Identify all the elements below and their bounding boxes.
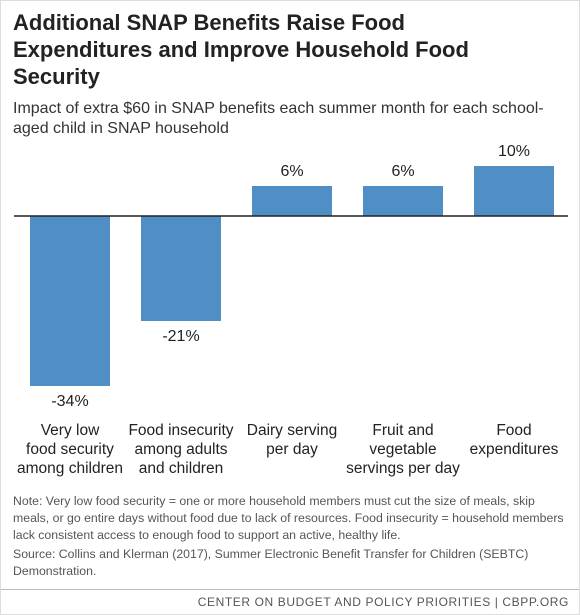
- source: Source: Collins and Klerman (2017), Summ…: [13, 547, 529, 578]
- bar: [141, 216, 221, 321]
- value-label: -21%: [162, 328, 199, 345]
- bar: [30, 216, 110, 386]
- value-label: -34%: [51, 393, 88, 410]
- footer-rule: [1, 589, 579, 590]
- bar: [252, 186, 332, 216]
- bar: [363, 186, 443, 216]
- value-label: 6%: [280, 163, 303, 180]
- x-tick-label: Dairy serving per day: [246, 422, 338, 458]
- x-tick-label: Food insecurity among adults and childre…: [128, 422, 234, 477]
- x-tick-label: Very low food security among children: [17, 422, 123, 477]
- chart-subtitle: Impact of extra $60 in SNAP benefits eac…: [13, 100, 544, 137]
- bar: [474, 166, 554, 216]
- chart-title: Additional SNAP Benefits Raise Food Expe…: [13, 10, 469, 89]
- x-tick-label: Fruit and vegetable servings per day: [346, 422, 460, 477]
- x-tick-label: Food expenditures: [469, 422, 559, 458]
- footer: CENTER ON BUDGET AND POLICY PRIORITIES |…: [197, 595, 569, 609]
- value-label: 10%: [498, 143, 530, 160]
- value-label: 6%: [391, 163, 414, 180]
- note: Note: Very low food security = one or mo…: [13, 494, 564, 542]
